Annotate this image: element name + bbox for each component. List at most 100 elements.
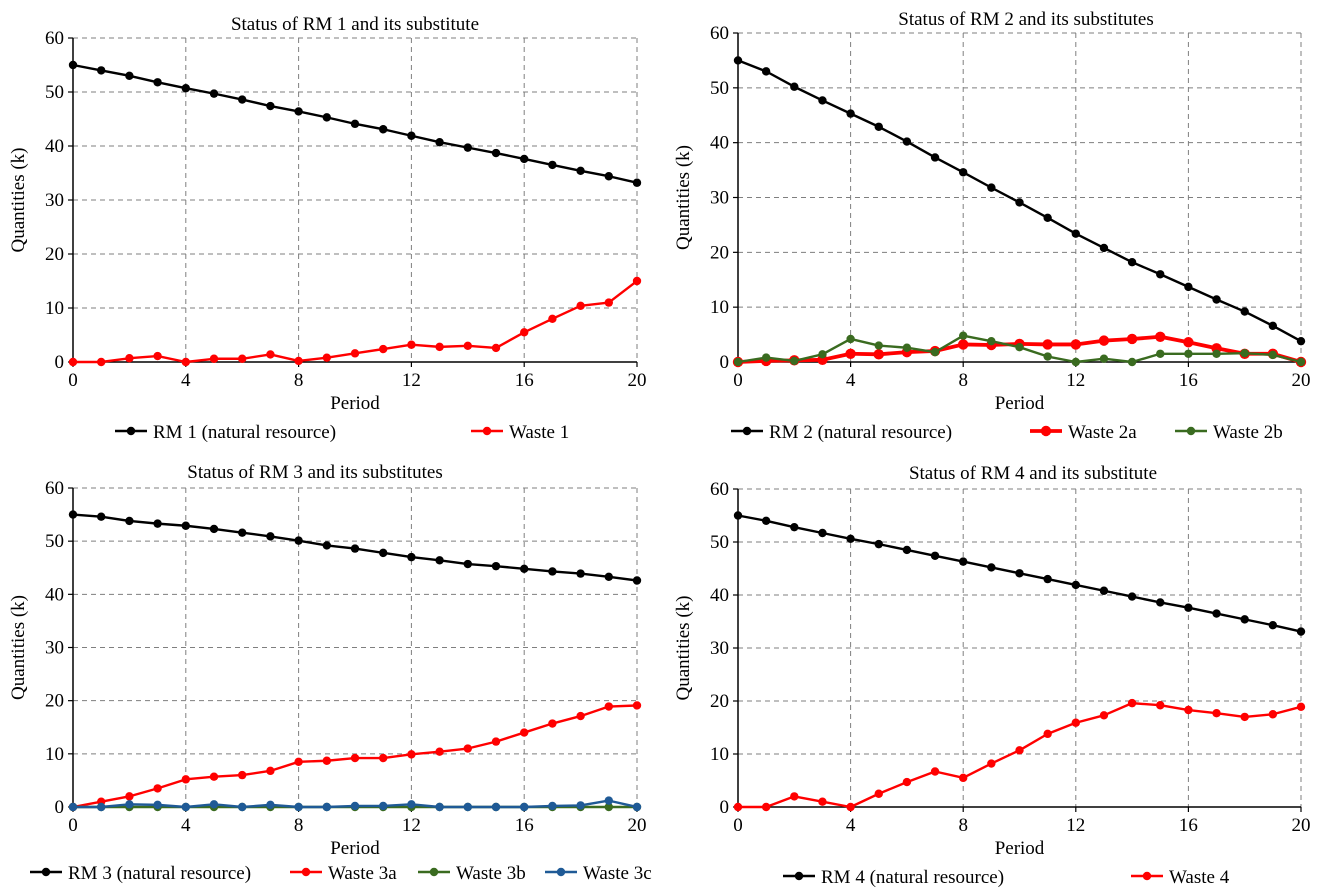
data-point bbox=[350, 349, 360, 358]
data-point bbox=[818, 350, 827, 359]
x-tick-label: 8 bbox=[294, 370, 304, 391]
x-axis-label: Period bbox=[995, 393, 1045, 414]
x-tick-label: 0 bbox=[68, 815, 78, 836]
y-tick-label: 40 bbox=[45, 584, 64, 605]
data-point bbox=[407, 750, 416, 759]
legend-label: Waste 4 bbox=[1169, 867, 1230, 888]
data-point bbox=[790, 522, 799, 532]
legend-label: RM 1 (natural resource) bbox=[153, 422, 336, 443]
x-tick-label: 4 bbox=[181, 370, 191, 391]
data-point bbox=[1127, 357, 1137, 367]
data-point bbox=[604, 298, 613, 307]
data-point bbox=[1212, 295, 1221, 304]
data-point bbox=[463, 143, 472, 152]
x-tick-label: 20 bbox=[1292, 370, 1311, 391]
y-axis-label: Quantities (k) bbox=[673, 145, 694, 250]
legend-label: Waste 3b bbox=[456, 863, 526, 884]
y-axis-label: Quantities (k) bbox=[8, 147, 29, 252]
data-point bbox=[1240, 615, 1249, 624]
data-point bbox=[604, 572, 613, 581]
data-point bbox=[987, 563, 996, 572]
y-tick-label: 60 bbox=[45, 478, 64, 499]
data-point bbox=[959, 168, 968, 177]
data-point bbox=[873, 349, 884, 360]
data-point bbox=[959, 557, 968, 566]
y-tick-label: 30 bbox=[710, 638, 729, 659]
data-point bbox=[1043, 352, 1052, 361]
data-point bbox=[846, 534, 855, 544]
data-point bbox=[435, 342, 444, 352]
x-tick-label: 16 bbox=[1179, 815, 1198, 836]
data-point bbox=[68, 357, 78, 367]
x-tick-label: 12 bbox=[1066, 370, 1085, 391]
y-tick-label: 10 bbox=[710, 297, 729, 318]
legend-swatch-marker bbox=[482, 426, 492, 436]
data-point bbox=[846, 802, 855, 812]
legend-label: Waste 3c bbox=[583, 863, 652, 884]
x-tick-label: 8 bbox=[294, 815, 304, 836]
data-point bbox=[604, 172, 613, 181]
data-point bbox=[350, 753, 360, 763]
data-point bbox=[1296, 627, 1306, 636]
data-point bbox=[1240, 712, 1249, 722]
data-point bbox=[761, 353, 771, 362]
legend-label: Waste 2a bbox=[1068, 422, 1137, 443]
data-point bbox=[520, 728, 529, 737]
data-point bbox=[1183, 337, 1194, 348]
x-tick-label: 20 bbox=[628, 370, 647, 391]
data-point bbox=[576, 711, 585, 721]
data-point bbox=[902, 545, 912, 555]
data-point bbox=[491, 561, 501, 571]
y-tick-label: 50 bbox=[45, 531, 64, 552]
data-point bbox=[1127, 258, 1137, 267]
legend-label: RM 2 (natural resource) bbox=[769, 422, 952, 443]
data-point bbox=[97, 512, 106, 521]
panel-4: Status of RM 4 and its substitute 0 10 20 30… bbox=[673, 463, 1311, 888]
data-point bbox=[68, 510, 78, 519]
data-point bbox=[987, 759, 996, 768]
data-point bbox=[1240, 307, 1249, 316]
data-point bbox=[846, 109, 855, 118]
data-point bbox=[181, 775, 190, 784]
data-point bbox=[435, 747, 444, 756]
data-point bbox=[1099, 711, 1109, 720]
data-point bbox=[238, 528, 247, 537]
data-point bbox=[576, 166, 585, 176]
data-point bbox=[181, 84, 190, 93]
y-tick-label: 20 bbox=[45, 244, 64, 265]
data-point bbox=[1268, 350, 1278, 360]
chart-title: Status of RM 2 and its substitutes bbox=[898, 9, 1153, 30]
legend-label: Waste 1 bbox=[509, 422, 569, 443]
data-point bbox=[548, 801, 557, 811]
data-point bbox=[1212, 708, 1221, 718]
data-point bbox=[1184, 705, 1193, 715]
x-tick-label: 20 bbox=[628, 815, 647, 836]
y-tick-label: 10 bbox=[45, 298, 64, 319]
data-point bbox=[733, 802, 743, 812]
data-point bbox=[209, 89, 219, 98]
legend-swatch-marker bbox=[41, 867, 51, 877]
x-tick-label: 0 bbox=[68, 370, 78, 391]
data-point bbox=[1099, 586, 1109, 595]
data-point bbox=[761, 802, 771, 812]
data-point bbox=[1212, 609, 1221, 618]
series-line-2 bbox=[738, 701, 1302, 809]
data-point bbox=[1296, 702, 1306, 712]
data-point bbox=[632, 802, 642, 812]
data-point bbox=[874, 122, 883, 131]
legend-label: RM 4 (natural resource) bbox=[821, 867, 1004, 888]
data-point bbox=[987, 183, 996, 192]
data-point bbox=[1184, 349, 1193, 358]
legend-swatch-marker bbox=[742, 426, 752, 436]
data-point bbox=[266, 532, 275, 541]
chart-title: Status of RM 1 and its substitute bbox=[231, 14, 479, 35]
y-tick-label: 0 bbox=[720, 352, 730, 373]
data-point bbox=[125, 792, 134, 801]
data-point bbox=[1156, 701, 1165, 710]
data-point bbox=[1099, 354, 1109, 363]
data-point bbox=[846, 334, 855, 344]
data-point bbox=[1015, 198, 1024, 207]
data-point bbox=[407, 800, 416, 809]
data-point bbox=[604, 802, 613, 812]
data-point bbox=[576, 301, 585, 311]
